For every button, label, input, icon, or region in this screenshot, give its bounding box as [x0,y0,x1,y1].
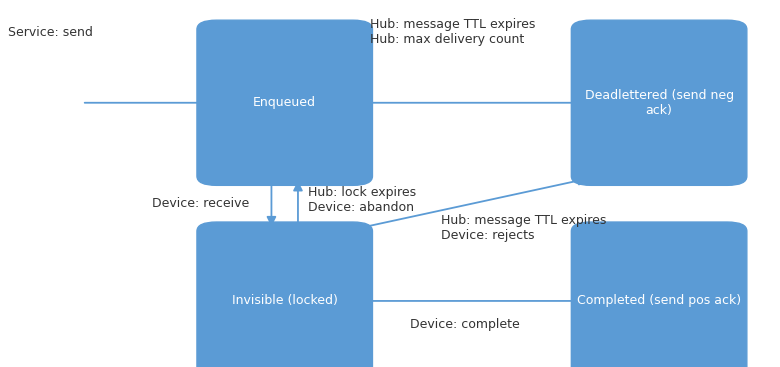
FancyBboxPatch shape [197,20,372,185]
FancyBboxPatch shape [197,222,372,367]
Text: Device: complete: Device: complete [410,318,519,331]
Text: Enqueued: Enqueued [254,96,316,109]
Text: Deadlettered (send neg
ack): Deadlettered (send neg ack) [584,89,734,117]
FancyBboxPatch shape [571,20,746,185]
Text: Service: send: Service: send [8,26,93,39]
Text: Invisible (locked): Invisible (locked) [232,294,338,308]
FancyBboxPatch shape [571,222,746,367]
Text: Hub: message TTL expires
Device: rejects: Hub: message TTL expires Device: rejects [441,214,606,241]
Text: Hub: message TTL expires
Hub: max delivery count: Hub: message TTL expires Hub: max delive… [370,18,536,46]
Text: Device: receive: Device: receive [152,197,250,210]
Text: Completed (send pos ack): Completed (send pos ack) [577,294,741,308]
Text: Hub: lock expires
Device: abandon: Hub: lock expires Device: abandon [308,186,417,214]
